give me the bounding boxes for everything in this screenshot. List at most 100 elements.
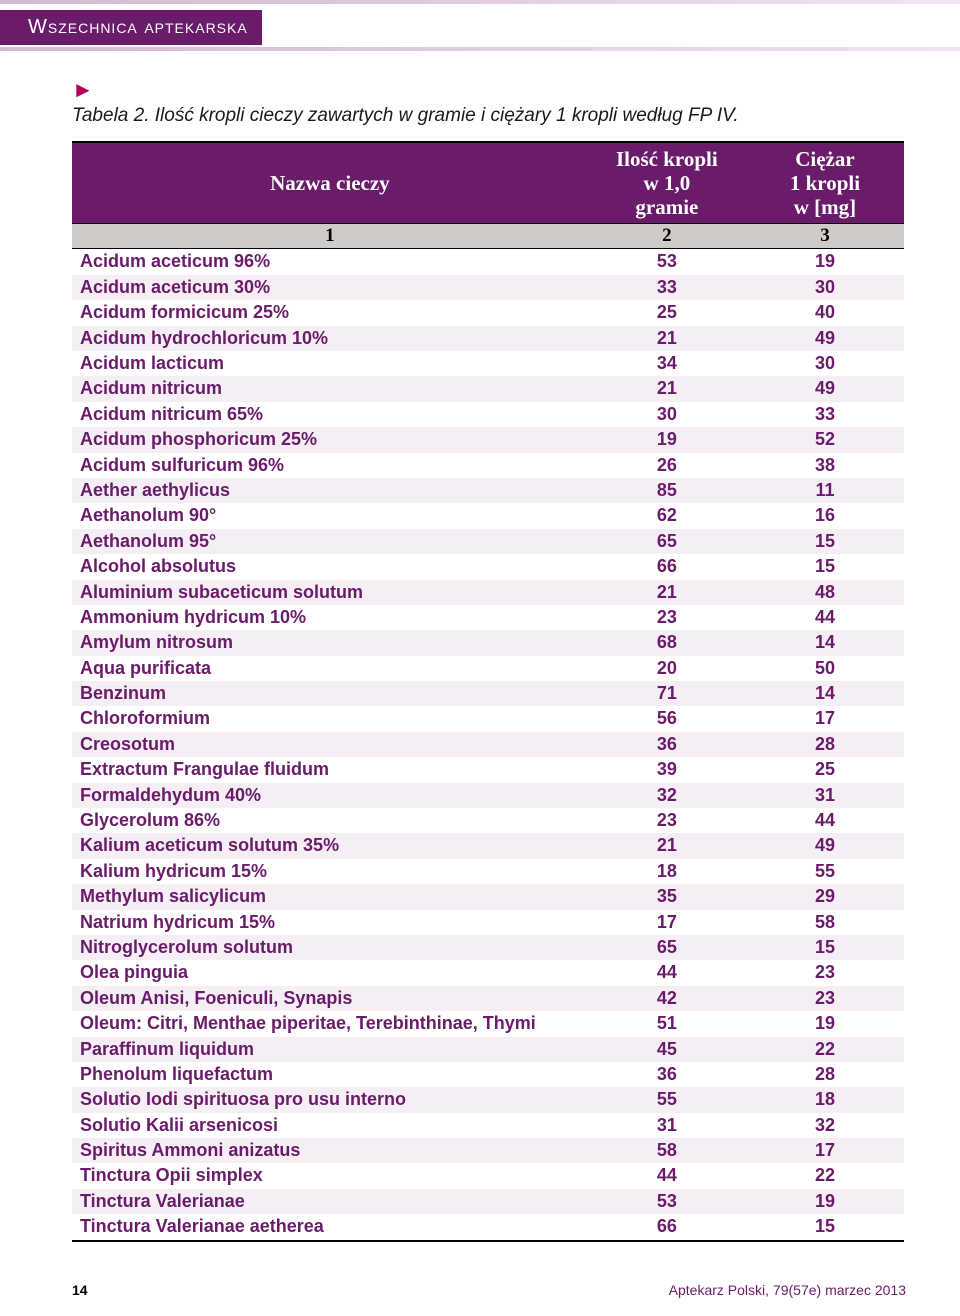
table-cell: 25	[746, 757, 904, 782]
table-row: Acidum lacticum3430	[72, 351, 904, 376]
table-cell: Spiritus Ammoni anizatus	[72, 1138, 588, 1163]
table-cell: 33	[746, 402, 904, 427]
table-cell: Creosotum	[72, 732, 588, 757]
table-row: Solutio Kalii arsenicosi3132	[72, 1113, 904, 1138]
table-cell: 31	[746, 783, 904, 808]
table-row: Nitroglycerolum solutum6515	[72, 935, 904, 960]
table-cell: 32	[588, 783, 746, 808]
table-row: Aether aethylicus8511	[72, 478, 904, 503]
table-cell: 22	[746, 1037, 904, 1062]
table-row: Chloroformium5617	[72, 706, 904, 731]
table-cell: Acidum lacticum	[72, 351, 588, 376]
table-cell: Glycerolum 86%	[72, 808, 588, 833]
table-cell: 48	[746, 580, 904, 605]
table-cell: Acidum sulfuricum 96%	[72, 453, 588, 478]
table-row: Oleum: Citri, Menthae piperitae, Terebin…	[72, 1011, 904, 1036]
table-cell: 19	[588, 427, 746, 452]
table-cell: 50	[746, 656, 904, 681]
table-row: Methylum salicylicum3529	[72, 884, 904, 909]
table-cell: 30	[746, 275, 904, 300]
table-cell: 14	[746, 681, 904, 706]
table-cell: 31	[588, 1113, 746, 1138]
table-cell: 39	[588, 757, 746, 782]
table-cell: 30	[746, 351, 904, 376]
table-cell: 18	[588, 859, 746, 884]
table-cell: Acidum formicicum 25%	[72, 300, 588, 325]
table-cell: 45	[588, 1037, 746, 1062]
table-cell: Tinctura Valerianae aetherea	[72, 1214, 588, 1240]
table-row: Acidum phosphoricum 25%1952	[72, 427, 904, 452]
page-number: 14	[72, 1282, 88, 1298]
table-cell: Olea pinguia	[72, 960, 588, 985]
table-cell: 15	[746, 554, 904, 579]
table-cell: 11	[746, 478, 904, 503]
table-cell: 38	[746, 453, 904, 478]
table-row: Solutio Iodi spirituosa pro usu interno5…	[72, 1087, 904, 1112]
table-cell: Natrium hydricum 15%	[72, 910, 588, 935]
table-cell: 62	[588, 503, 746, 528]
table-cell: 21	[588, 376, 746, 401]
table-cell: Acidum hydrochloricum 10%	[72, 326, 588, 351]
table-cell: Aethanolum 90°	[72, 503, 588, 528]
table-cell: Aethanolum 95°	[72, 529, 588, 554]
col-header-name: Nazwa cieczy	[72, 142, 588, 224]
table-cell: 66	[588, 1214, 746, 1240]
table-cell: 66	[588, 554, 746, 579]
table-cell: 53	[588, 1189, 746, 1214]
section-header: Wszechnica aptekarska	[0, 10, 262, 45]
table-row: Tinctura Opii simplex4422	[72, 1163, 904, 1188]
table-cell: 35	[588, 884, 746, 909]
table-row: Olea pinguia4423	[72, 960, 904, 985]
table-cell: Kalium aceticum solutum 35%	[72, 833, 588, 858]
table-row: Acidum aceticum 96%5319	[72, 249, 904, 275]
table-cell: 36	[588, 1062, 746, 1087]
table-row: Kalium aceticum solutum 35%2149	[72, 833, 904, 858]
table-cell: 71	[588, 681, 746, 706]
table-row: Acidum hydrochloricum 10%2149	[72, 326, 904, 351]
table-row: Formaldehydum 40%3231	[72, 783, 904, 808]
table-cell: Chloroformium	[72, 706, 588, 731]
table-cell: Nitroglycerolum solutum	[72, 935, 588, 960]
table-cell: Tinctura Valerianae	[72, 1189, 588, 1214]
table-cell: 25	[588, 300, 746, 325]
table-cell: 22	[746, 1163, 904, 1188]
table-cell: 58	[588, 1138, 746, 1163]
table-row: Tinctura Valerianae aetherea6615	[72, 1214, 904, 1240]
table-cell: 36	[588, 732, 746, 757]
table-cell: Acidum nitricum	[72, 376, 588, 401]
table-row: Tinctura Valerianae5319	[72, 1189, 904, 1214]
table-cell: 55	[588, 1087, 746, 1112]
table-cell: 55	[746, 859, 904, 884]
table-cell: 32	[746, 1113, 904, 1138]
table-cell: 15	[746, 1214, 904, 1240]
table-row: Amylum nitrosum6814	[72, 630, 904, 655]
table-row: Acidum nitricum 65%3033	[72, 402, 904, 427]
table-cell: 29	[746, 884, 904, 909]
table-row: Benzinum7114	[72, 681, 904, 706]
table-row: Acidum aceticum 30%3330	[72, 275, 904, 300]
table-cell: 44	[588, 1163, 746, 1188]
table-cell: Formaldehydum 40%	[72, 783, 588, 808]
table-cell: 40	[746, 300, 904, 325]
table-cell: 17	[746, 706, 904, 731]
table-cell: Oleum: Citri, Menthae piperitae, Terebin…	[72, 1011, 588, 1036]
table-row: Spiritus Ammoni anizatus5817	[72, 1138, 904, 1163]
table-cell: Amylum nitrosum	[72, 630, 588, 655]
table-cell: 21	[588, 326, 746, 351]
table-cell: 28	[746, 732, 904, 757]
table-cell: 65	[588, 529, 746, 554]
table-cell: 85	[588, 478, 746, 503]
table-cell: 34	[588, 351, 746, 376]
table-row: Aqua purificata2050	[72, 656, 904, 681]
table-cell: 19	[746, 1189, 904, 1214]
continued-marker: ►	[72, 77, 904, 103]
table-cell: 23	[588, 605, 746, 630]
table-cell: 23	[588, 808, 746, 833]
table-cell: 58	[746, 910, 904, 935]
table-cell: 16	[746, 503, 904, 528]
table-cell: Acidum aceticum 30%	[72, 275, 588, 300]
table-cell: Solutio Kalii arsenicosi	[72, 1113, 588, 1138]
table-cell: 53	[588, 249, 746, 275]
table-cell: 17	[746, 1138, 904, 1163]
table-cell: Ammonium hydricum 10%	[72, 605, 588, 630]
